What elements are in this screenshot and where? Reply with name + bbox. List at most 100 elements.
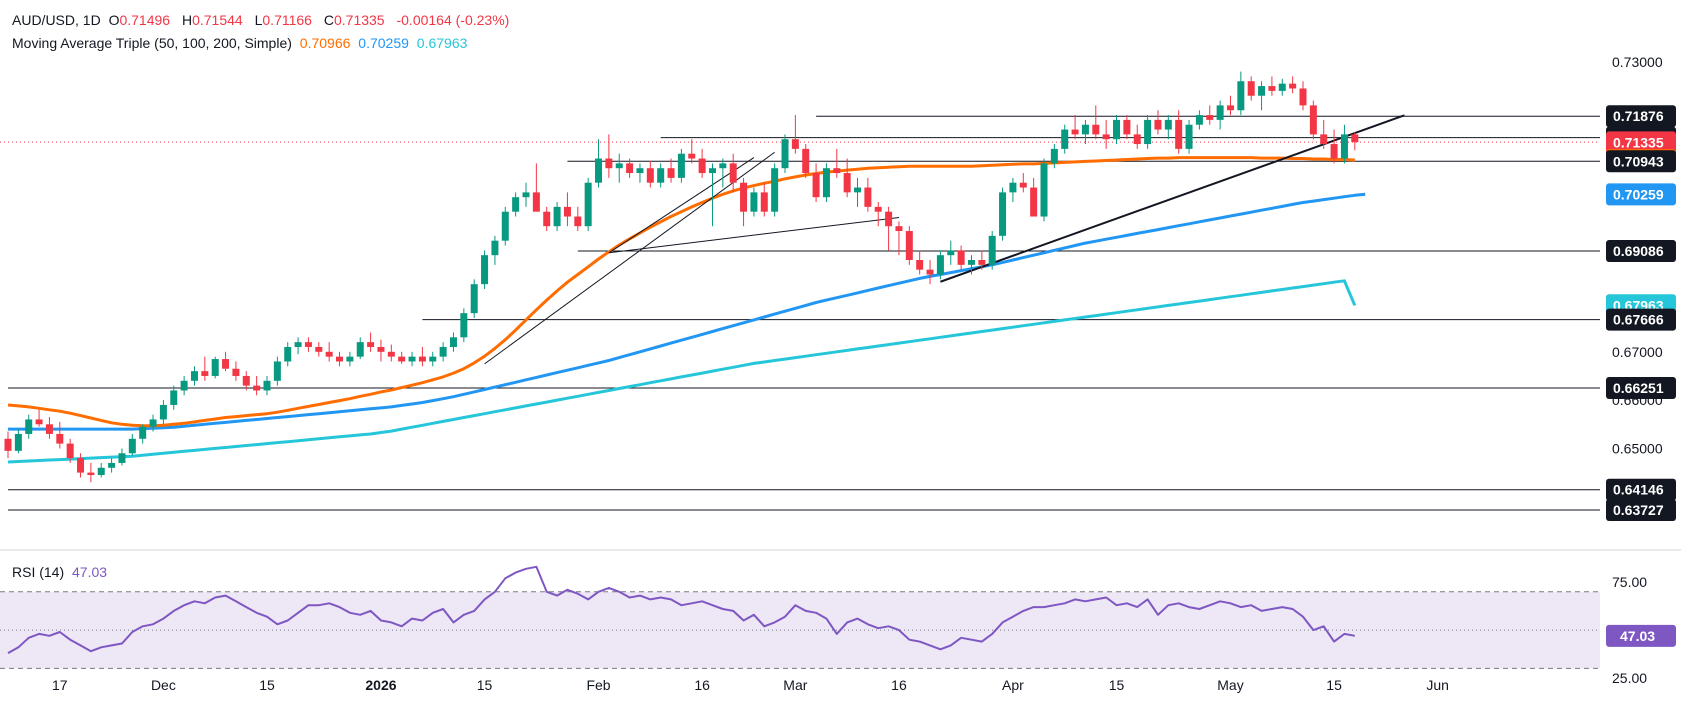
candle-body [1237, 81, 1245, 111]
candle-body [1330, 144, 1338, 159]
price-label: 0.67666 [1613, 312, 1664, 328]
time-axis-tick: 17 [52, 677, 68, 693]
candle-body [481, 255, 489, 285]
candle-body [729, 163, 737, 183]
candle-body [294, 342, 302, 347]
low-value: 0.71166 [262, 12, 312, 28]
open-value: 0.71496 [119, 12, 171, 28]
candle-body [56, 433, 64, 444]
candle-body [139, 426, 147, 439]
candle-body [916, 260, 924, 270]
rsi-axis-tick: 75.00 [1612, 574, 1647, 590]
candle-body [449, 337, 457, 347]
time-axis-tick: Jun [1426, 677, 1449, 693]
price-label: 0.64146 [1613, 482, 1664, 498]
candle-body [118, 453, 126, 463]
symbol-label[interactable]: AUD/USD, 1D [12, 12, 101, 28]
time-axis-tick: 16 [694, 677, 710, 693]
price-axis-tick: 0.73000 [1612, 54, 1663, 70]
price-label-box [1606, 183, 1676, 206]
ma-legend: Moving Average Triple (50, 100, 200, Sim… [12, 35, 471, 51]
candle-body [211, 359, 219, 376]
candle-body [45, 424, 53, 434]
time-axis-tick: 15 [477, 677, 493, 693]
candle-body [791, 139, 799, 149]
change-value: -0.00164 (-0.23%) [396, 12, 510, 28]
candle-body [232, 368, 240, 376]
candle-body [626, 163, 634, 174]
candle-body [180, 380, 188, 391]
candle-body [439, 346, 447, 357]
candle-body [1195, 115, 1203, 125]
candle-body [822, 168, 830, 198]
candle-body [781, 139, 789, 169]
price-label-box [1606, 240, 1676, 263]
ma50-line [7, 156, 1355, 428]
candle-body [750, 192, 758, 212]
candle-body [242, 375, 250, 386]
candle-body [1309, 105, 1317, 135]
candle-body [936, 255, 944, 275]
candle-body [947, 250, 955, 256]
candle-body [398, 356, 406, 362]
rsi-title[interactable]: RSI (14) [12, 564, 65, 580]
price-label-box [1606, 498, 1676, 521]
ma100-value: 0.70259 [358, 35, 409, 51]
candle-body [512, 197, 520, 212]
time-axis-tick: 15 [259, 677, 275, 693]
candle-body [812, 173, 820, 198]
rsi-label-box [1606, 624, 1676, 647]
price-label: 0.69086 [1613, 243, 1664, 259]
candle-body [833, 168, 841, 174]
candle-body [926, 269, 934, 275]
candle-body [201, 371, 209, 376]
candle-body [97, 467, 105, 476]
candle-body [387, 351, 395, 357]
candle-body [367, 342, 375, 347]
price-label: 0.70259 [1613, 186, 1664, 202]
candle-body [563, 206, 571, 217]
candle-body [66, 443, 74, 459]
candle-body [253, 385, 261, 391]
ma100-line [8, 192, 1366, 431]
time-axis-tick: Apr [1002, 677, 1024, 693]
high-value: 0.71544 [192, 12, 243, 28]
rsi-value: 47.03 [72, 564, 108, 580]
candle-body [1061, 129, 1069, 149]
candle-body [1289, 83, 1297, 89]
candle-body [646, 168, 654, 183]
candle-body [1216, 105, 1224, 120]
candle-body [1320, 134, 1328, 145]
candle-body [1092, 124, 1100, 135]
candle-body [895, 226, 903, 232]
rsi-line [7, 565, 1355, 654]
chart-header-ohlc: AUD/USD, 1D O0.71496 H0.71544 L0.71166 C… [12, 12, 513, 28]
time-axis-tick: Dec [151, 677, 176, 693]
candle-body [584, 182, 592, 227]
candle-body [1071, 129, 1079, 135]
candle-body [491, 240, 499, 256]
candle-body [636, 168, 644, 174]
candle-body [170, 390, 178, 405]
candle-body [356, 342, 364, 357]
candle-body [35, 419, 43, 425]
price-label-box [1606, 478, 1676, 501]
candle-body [905, 231, 913, 261]
candle-body [315, 346, 323, 352]
time-axis-tick: 16 [891, 677, 907, 693]
candle-body [346, 356, 354, 362]
high-label: H [181, 12, 193, 28]
time-axis-tick: 15 [1326, 677, 1342, 693]
candle-body [263, 380, 271, 391]
price-label: 0.71335 [1613, 134, 1664, 150]
ma-title[interactable]: Moving Average Triple (50, 100, 200, Sim… [12, 35, 292, 51]
candle-body [615, 163, 623, 169]
candle-body [1050, 148, 1058, 164]
candle-body [1113, 119, 1121, 140]
candle-body [1030, 187, 1038, 217]
price-label-box [1606, 131, 1676, 154]
candle-body [657, 168, 665, 183]
candle-body [377, 346, 385, 352]
close-label: C [323, 12, 334, 28]
